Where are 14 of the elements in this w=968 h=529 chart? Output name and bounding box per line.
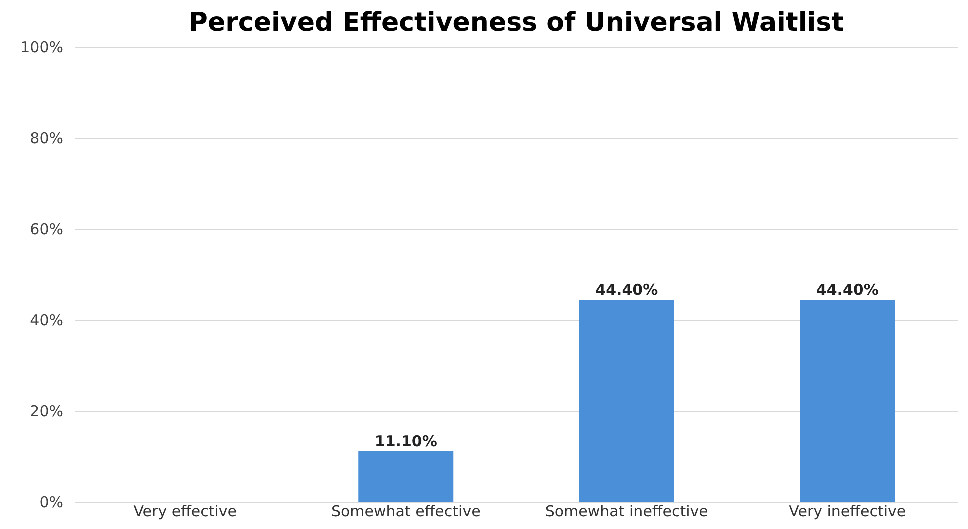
data-label: 11.10% bbox=[374, 432, 438, 450]
x-tick-label: Somewhat effective bbox=[331, 502, 481, 520]
y-tick-label: 100% bbox=[20, 38, 64, 56]
y-tick-label: 20% bbox=[30, 402, 64, 420]
y-tick-label: 80% bbox=[30, 130, 64, 148]
x-tick-label: Very effective bbox=[134, 502, 238, 520]
data-label: 44.40% bbox=[816, 280, 879, 299]
x-tick-label: Somewhat ineffective bbox=[545, 502, 708, 520]
x-tick-label: Very ineffective bbox=[789, 502, 906, 520]
y-tick-label: 0% bbox=[40, 494, 64, 512]
chart-title: Perceived Effectiveness of Universal Waitlist bbox=[188, 8, 844, 38]
data-label: 44.40% bbox=[596, 280, 658, 299]
y-tick-label: 40% bbox=[30, 312, 64, 330]
y-tick-label: 60% bbox=[30, 220, 64, 238]
